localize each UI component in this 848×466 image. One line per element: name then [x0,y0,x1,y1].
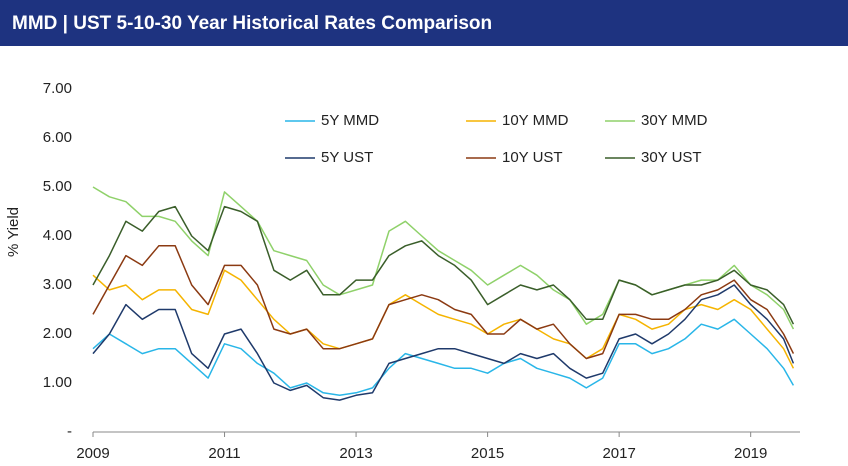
y-tick-label: 3.00 [43,276,72,293]
legend-label: 5Y MMD [321,112,379,129]
x-tick-label: 2011 [208,445,240,462]
series-line [92,205,795,325]
y-axis-label: % Yield [5,207,22,257]
y-tick-label: 7.00 [43,80,72,97]
y-tick-label: 6.00 [43,129,72,146]
x-tick-label: 2015 [471,445,504,462]
x-tick-label: 2013 [339,445,372,462]
x-tick-label: 2009 [76,445,109,462]
y-tick-label: 1.00 [43,374,72,391]
series-line [92,245,795,360]
y-tick-label: - [67,423,72,440]
header-bar [0,0,848,46]
series-line [92,284,795,401]
y-tick-label: 5.00 [43,178,72,195]
legend-label: 10Y UST [502,149,563,166]
legend-label: 30Y MMD [641,112,708,129]
chart-title: MMD | UST 5-10-30 Year Historical Rates … [12,13,492,34]
legend-label: 10Y MMD [502,112,569,129]
legend-label: 5Y UST [321,149,373,166]
legend-label: 30Y UST [641,149,702,166]
y-tick-label: 2.00 [43,325,72,342]
x-tick-label: 2019 [734,445,767,462]
series-line [92,318,795,397]
y-tick-label: 4.00 [43,227,72,244]
x-tick-label: 2017 [602,445,635,462]
